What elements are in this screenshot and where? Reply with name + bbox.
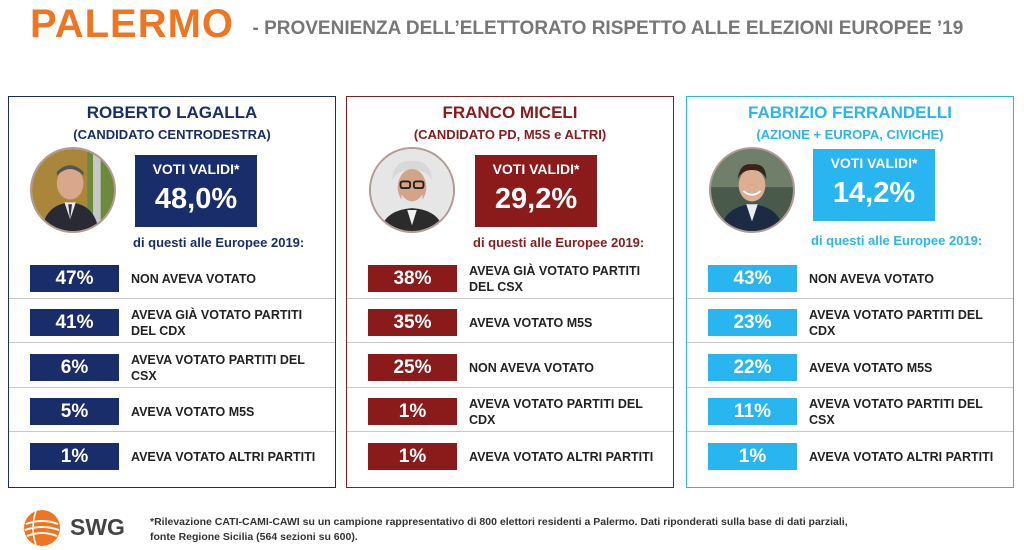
breakdown-percent: 22% <box>708 354 797 381</box>
breakdown-percent: 41% <box>30 309 119 336</box>
valid-votes-label: VOTI VALIDI* <box>830 155 918 171</box>
candidate-photo-lagalla <box>30 147 116 233</box>
row-divider <box>9 298 335 299</box>
candidate-panel-lagalla: ROBERTO LAGALLA (CANDIDATO CENTRODESTRA)… <box>8 96 336 488</box>
europee-caption: di questi alle Europee 2019: <box>811 233 983 248</box>
candidate-panel-ferrandelli: FABRIZIO FERRANDELLI (AZIONE + EUROPA, C… <box>686 96 1014 488</box>
breakdown-description: AVEVA VOTATO M5S <box>469 316 593 330</box>
candidate-coalition: (CANDIDATO CENTRODESTRA) <box>73 127 271 142</box>
breakdown-row: 5% AVEVA VOTATO M5S <box>9 390 335 434</box>
row-divider <box>347 342 673 343</box>
row-divider <box>687 431 1013 432</box>
valid-votes-box: VOTI VALIDI* 29,2% <box>475 155 597 227</box>
candidate-name: ROBERTO LAGALLA <box>86 103 258 122</box>
breakdown-row: 35% AVEVA VOTATO M5S <box>347 301 673 345</box>
breakdown-percent: 38% <box>368 265 457 292</box>
candidate-coalition: (AZIONE + EUROPA, CIVICHE) <box>756 127 944 142</box>
breakdown-row: 38% AVEVA GIÀ VOTATO PARTITI DEL CSX <box>347 257 673 301</box>
valid-votes-label: VOTI VALIDI* <box>492 161 580 177</box>
breakdown-description: NON AVEVA VOTATO <box>131 272 257 286</box>
breakdown-row: 1% AVEVA VOTATO ALTRI PARTITI <box>9 435 335 479</box>
breakdown-description: AVEVA VOTATO PARTITI DEL CSX <box>131 353 305 383</box>
breakdown-percent: 11% <box>708 398 797 425</box>
page-title: PALERMO <box>30 2 235 46</box>
valid-votes-box: VOTI VALIDI* 48,0% <box>135 155 257 227</box>
breakdown-percent: 5% <box>30 398 119 425</box>
breakdown-percent: 6% <box>30 354 119 381</box>
candidate-panel-miceli: FRANCO MICELI (CANDIDATO PD, M5S e ALTRI… <box>346 96 674 488</box>
breakdown-row: 47% NON AVEVA VOTATO <box>9 257 335 301</box>
candidate-name: FRANCO MICELI <box>442 103 578 122</box>
breakdown-row: 1% AVEVA VOTATO ALTRI PARTITI <box>687 435 1013 479</box>
breakdown-description: AVEVA VOTATO ALTRI PARTITI <box>469 450 654 464</box>
breakdown-description: AVEVA VOTATO PARTITI DEL CDX <box>469 397 643 427</box>
europee-caption: di questi alle Europee 2019: <box>473 235 645 250</box>
row-divider <box>9 342 335 343</box>
breakdown-percent: 35% <box>368 309 457 336</box>
row-divider <box>687 387 1013 388</box>
breakdown-row: 11% AVEVA VOTATO PARTITI DEL CSX <box>687 390 1013 434</box>
swg-globe-icon <box>24 510 60 546</box>
breakdown-description: AVEVA GIÀ VOTATO PARTITI DEL CSX <box>469 264 641 294</box>
candidate-name: FABRIZIO FERRANDELLI <box>748 103 952 122</box>
breakdown-percent: 1% <box>30 443 119 470</box>
row-divider <box>9 387 335 388</box>
row-divider <box>687 342 1013 343</box>
breakdown-row: 25% NON AVEVA VOTATO <box>347 346 673 390</box>
breakdown-row: 22% AVEVA VOTATO M5S <box>687 346 1013 390</box>
europee-caption: di questi alle Europee 2019: <box>133 235 305 250</box>
row-divider <box>9 431 335 432</box>
valid-votes-value: 14,2% <box>832 177 916 209</box>
row-divider <box>347 298 673 299</box>
swg-logo: SWG <box>70 514 125 540</box>
breakdown-row: 1% AVEVA VOTATO PARTITI DEL CDX <box>347 390 673 434</box>
valid-votes-value: 48,0% <box>154 183 238 215</box>
breakdown-description: AVEVA VOTATO M5S <box>809 361 933 375</box>
breakdown-description: AVEVA VOTATO M5S <box>131 405 255 419</box>
row-divider <box>347 387 673 388</box>
candidate-photo-ferrandelli <box>709 147 795 233</box>
breakdown-percent: 25% <box>368 354 457 381</box>
breakdown-row: 6% AVEVA VOTATO PARTITI DEL CSX <box>9 346 335 390</box>
methodology-footnote: *Rilevazione CATI-CAMI-CAWI su un campio… <box>150 516 848 543</box>
breakdown-description: AVEVA VOTATO PARTITI DEL CDX <box>809 308 983 338</box>
breakdown-description: NON AVEVA VOTATO <box>809 272 935 286</box>
breakdown-description: NON AVEVA VOTATO <box>469 361 595 375</box>
breakdown-description: AVEVA VOTATO ALTRI PARTITI <box>131 450 316 464</box>
breakdown-row: 43% NON AVEVA VOTATO <box>687 257 1013 301</box>
breakdown-description: AVEVA VOTATO PARTITI DEL CSX <box>809 397 983 427</box>
breakdown-description: AVEVA VOTATO ALTRI PARTITI <box>809 450 994 464</box>
candidate-coalition: (CANDIDATO PD, M5S e ALTRI) <box>413 127 607 142</box>
breakdown-percent: 47% <box>30 265 119 292</box>
breakdown-description: AVEVA GIÀ VOTATO PARTITI DEL CDX <box>131 308 303 338</box>
header: PALERMO - PROVENIENZA DELL’ELETTORATO RI… <box>30 2 963 47</box>
breakdown-row: 1% AVEVA VOTATO ALTRI PARTITI <box>347 435 673 479</box>
valid-votes-box: VOTI VALIDI* 14,2% <box>813 149 935 221</box>
breakdown-percent: 1% <box>708 443 797 470</box>
breakdown-row: 41% AVEVA GIÀ VOTATO PARTITI DEL CDX <box>9 301 335 345</box>
breakdown-percent: 1% <box>368 398 457 425</box>
valid-votes-label: VOTI VALIDI* <box>152 161 240 177</box>
valid-votes-value: 29,2% <box>494 183 578 215</box>
breakdown-percent: 23% <box>708 309 797 336</box>
row-divider <box>687 298 1013 299</box>
breakdown-percent: 1% <box>368 443 457 470</box>
breakdown-percent: 43% <box>708 265 797 292</box>
breakdown-row: 23% AVEVA VOTATO PARTITI DEL CDX <box>687 301 1013 345</box>
page-subtitle: - PROVENIENZA DELL’ELETTORATO RISPETTO A… <box>252 17 964 39</box>
candidate-photo-miceli <box>369 147 455 233</box>
row-divider <box>347 431 673 432</box>
